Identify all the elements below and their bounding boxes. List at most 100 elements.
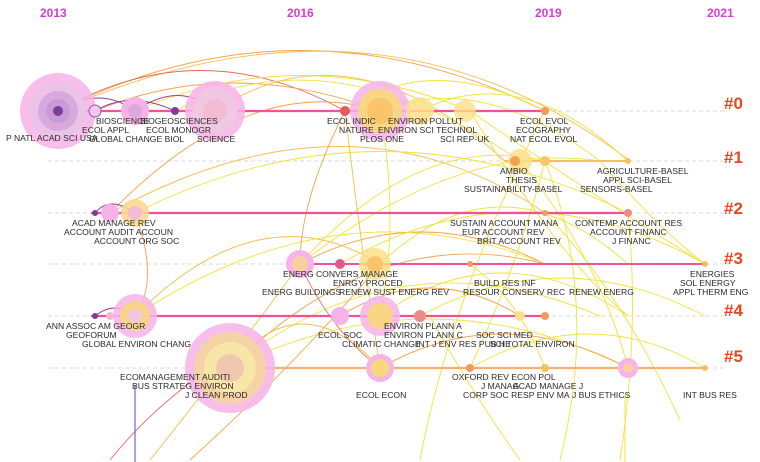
journal-label: RESOUR CONSERV REC — [463, 287, 565, 297]
journal-label: BIOSCIENCE — [96, 116, 149, 126]
arc — [189, 263, 381, 461]
node — [510, 156, 520, 166]
node — [292, 256, 308, 272]
node — [340, 106, 350, 116]
journal-label: ANN ASSOC AM GEOGR — [46, 321, 145, 331]
journal-label: RENEW SUST ENERG REV — [339, 287, 449, 297]
node-ring — [203, 99, 227, 123]
journal-label: BIOGEOSCIENCES — [140, 116, 218, 126]
arc — [299, 231, 546, 265]
journal-label: P NATL ACAD SCI USA — [6, 133, 98, 143]
arc — [134, 236, 381, 317]
arc — [299, 157, 601, 265]
journal-labels: P NATL ACAD SCI USA BIOSCIENCE ECOL APPL… — [6, 116, 749, 400]
node-ring — [367, 98, 393, 124]
arc — [379, 272, 629, 317]
journal-label: SCI REP-UK — [440, 134, 489, 144]
journal-label: ENVIRON SCI TECHNOL — [378, 125, 477, 135]
journal-label: ECOL SOC — [318, 330, 362, 340]
node — [88, 104, 102, 118]
journal-label: APPL SCI-BASEL — [603, 175, 672, 185]
cluster-id-1: #1 — [724, 148, 743, 167]
node — [702, 365, 708, 371]
node — [92, 210, 98, 216]
node — [702, 261, 708, 267]
year-label-2013: 2013 — [40, 6, 67, 20]
journal-label: AGRICULTURE-BASEL — [597, 166, 689, 176]
node — [541, 364, 549, 372]
node — [542, 210, 548, 216]
node — [335, 259, 345, 269]
node — [624, 209, 632, 217]
arc — [544, 212, 681, 421]
arc — [229, 282, 601, 369]
year-axis: 2013 2016 2019 2021 — [40, 6, 734, 20]
arc — [299, 110, 346, 265]
node — [467, 261, 473, 267]
journal-label: OXFORD REV ECON POL — [452, 372, 556, 382]
journal-label: ECOL ECON — [356, 390, 406, 400]
arc — [134, 231, 546, 317]
journal-label: PLOS ONE — [360, 134, 404, 144]
journal-label: ENVIRON POLLUT — [388, 116, 464, 126]
journal-label: ENERG BUILDINGS — [262, 287, 342, 297]
arc — [379, 333, 629, 369]
node — [171, 107, 179, 115]
journal-label: ACAD MANAGE REV — [72, 218, 156, 228]
journal-label: ENERGIES — [690, 269, 735, 279]
cluster-ids: #0 #1 #2 #3 #4 #5 — [724, 94, 743, 366]
arc — [469, 110, 706, 265]
journal-label: NAT ECOL EVOL — [510, 134, 577, 144]
node — [414, 310, 426, 322]
arc — [469, 333, 706, 369]
arc — [109, 101, 381, 214]
node-ring — [216, 354, 244, 382]
journal-label: GLOBAL ENVIRON CHANG — [82, 339, 191, 349]
journal-label: ECOGRAPHY — [516, 125, 571, 135]
arc — [57, 50, 631, 162]
journal-label: SOC SCI MED — [476, 330, 533, 340]
journal-label: RENEW ENERG — [569, 287, 634, 297]
nodes — [20, 73, 708, 413]
cluster-id-3: #3 — [724, 249, 743, 268]
arc — [419, 277, 706, 317]
year-label-2021: 2021 — [707, 6, 734, 20]
journal-label: BRIT ACCOUNT REV — [477, 236, 561, 246]
journal-label: BUS STRATEG ENVIRON — [132, 381, 234, 391]
journal-label: ENVIRON PLANN C — [384, 330, 463, 340]
node-ring — [367, 303, 393, 329]
node — [92, 313, 98, 319]
journal-label: BUILD RES INF — [474, 278, 536, 288]
journal-label: EUR ACCOUNT REV — [462, 227, 545, 237]
journal-label: ENVIRON PLANN A — [384, 321, 462, 331]
journal-label: ECOL EVOL — [520, 116, 569, 126]
journal-label: SUSTAIN ACCOUNT MANA — [450, 218, 558, 228]
journal-label: NATURE — [339, 125, 374, 135]
cluster-id-4: #4 — [724, 301, 743, 320]
node — [466, 364, 474, 372]
arc — [469, 263, 546, 369]
node-core — [53, 106, 63, 116]
arc — [109, 146, 546, 214]
node — [128, 104, 142, 118]
journal-label: THESIS — [506, 175, 537, 185]
arc — [379, 206, 629, 265]
journal-label: ACAD MANAGE J — [513, 381, 583, 391]
node — [541, 312, 549, 320]
arc — [599, 160, 706, 265]
cluster-id-2: #2 — [724, 199, 743, 218]
node — [454, 100, 476, 122]
arc — [214, 74, 506, 162]
journal-label: CONTEMP ACCOUNT RES — [575, 218, 682, 228]
journal-label: SOL ENERGY — [680, 278, 736, 288]
year-label-2016: 2016 — [287, 6, 314, 20]
node — [541, 107, 549, 115]
journal-label: CLIMATIC CHANGE — [342, 339, 421, 349]
node — [515, 311, 525, 321]
journal-label: GEOFORUM — [66, 330, 117, 340]
journal-label: SCIENCE — [197, 134, 235, 144]
node — [625, 158, 631, 164]
node — [540, 156, 550, 166]
journal-label: APPL THERM ENG — [673, 287, 749, 297]
